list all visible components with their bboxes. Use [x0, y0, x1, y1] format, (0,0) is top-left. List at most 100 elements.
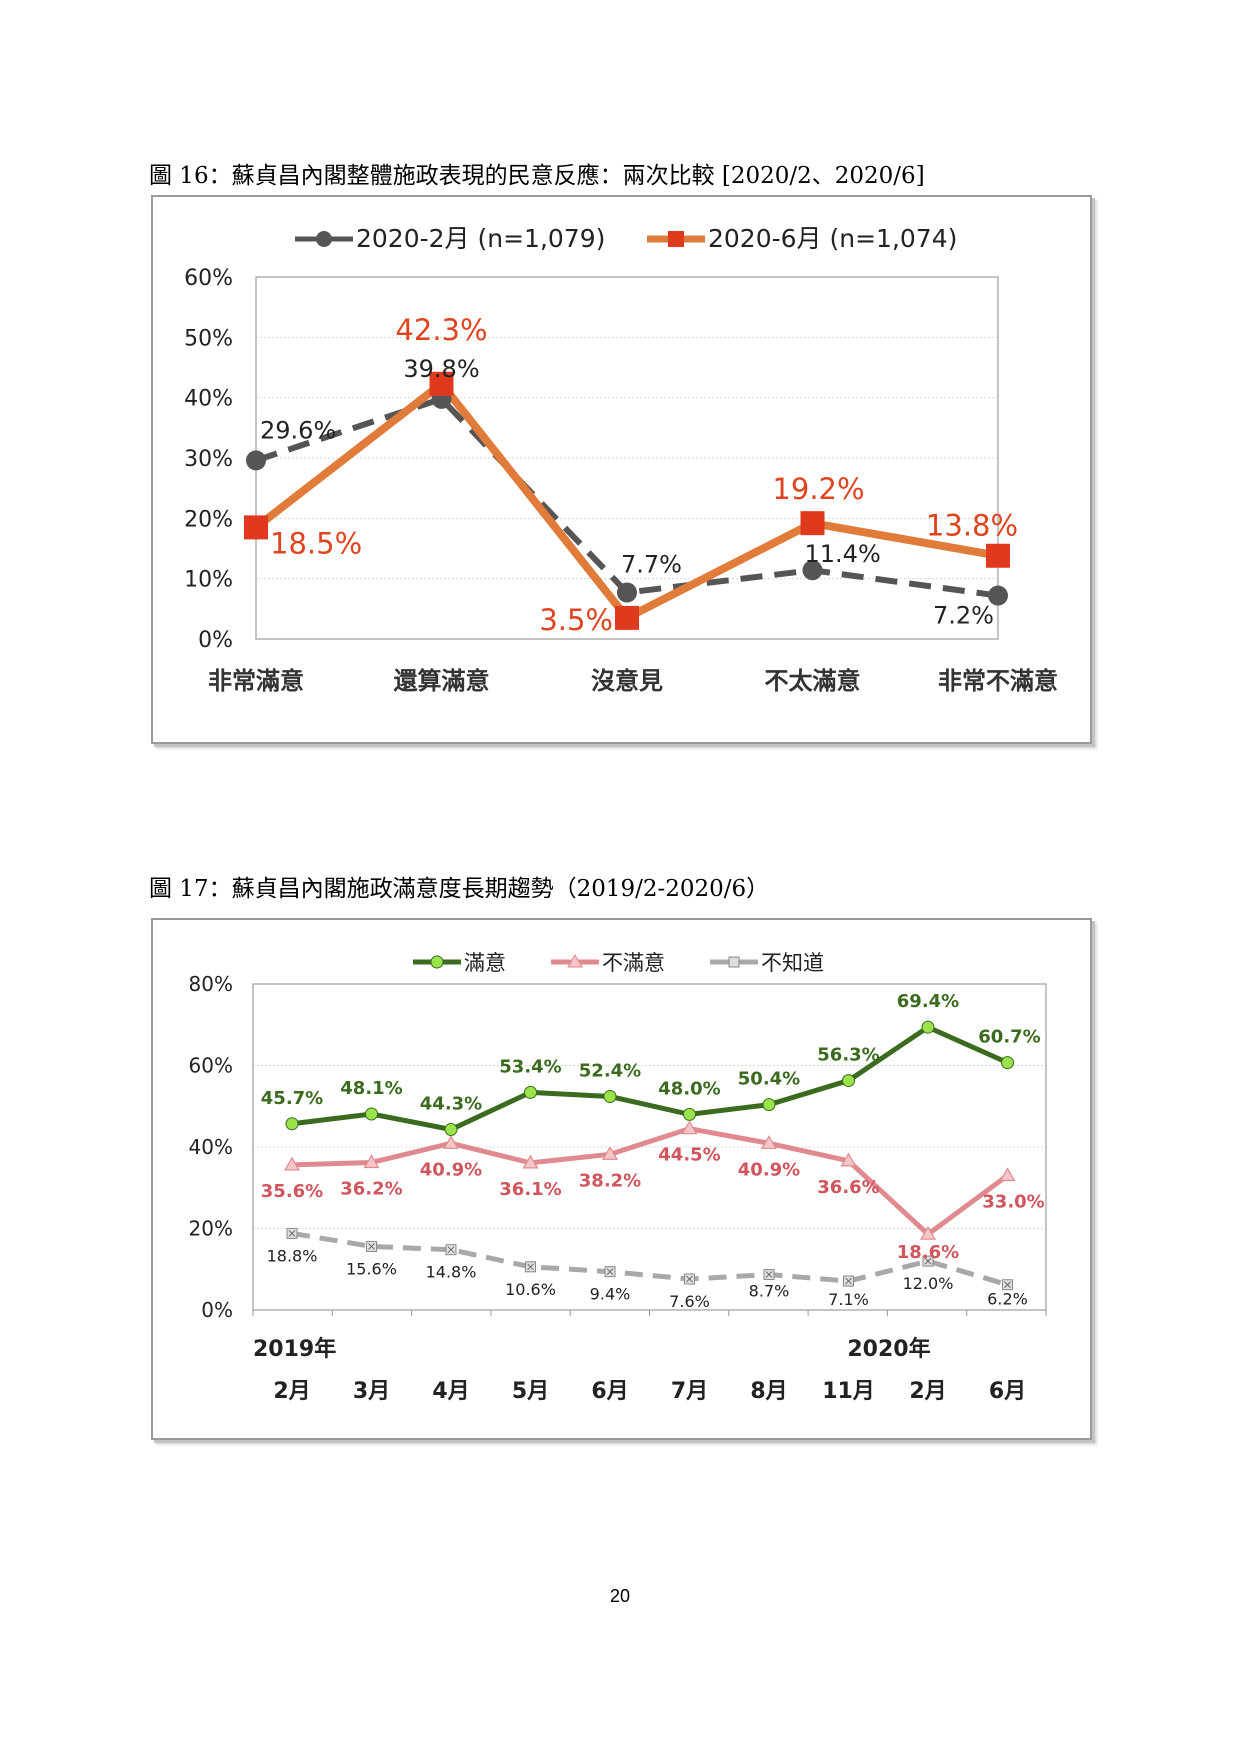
data-label-dontknow: 15.6% — [346, 1259, 397, 1278]
data-label-dissatisfied: 18.6% — [897, 1242, 959, 1263]
data-label-dissatisfied: 38.2% — [579, 1170, 641, 1191]
data-point-dontknow-x — [845, 1277, 852, 1285]
series-line-satisfied — [291, 1024, 1009, 1133]
data-label-dontknow: 7.1% — [828, 1290, 869, 1309]
data-point-dontknow-x — [447, 1246, 455, 1254]
chart-17-frame: 0% 20% 40% 60% 80% 2月 3月 4月 5月 6月 7月 8月 11月 2月 6月 2019年… — [151, 918, 1092, 1440]
x-category-label: 沒意見 — [591, 667, 663, 695]
legend-label-feb: 2020-2月 (n=1,079) — [356, 224, 605, 253]
x-category-label: 6月 — [989, 1379, 1026, 1404]
data-label-dissatisfied: 40.9% — [738, 1159, 800, 1180]
legend-marker-dissatisfied — [567, 954, 583, 968]
data-label-jun: 18.5% — [270, 526, 362, 560]
data-point-satisfied — [603, 1089, 617, 1103]
legend-marker-dontknow — [728, 956, 740, 968]
data-point-dontknow-x — [606, 1268, 614, 1276]
data-point-feb — [246, 450, 266, 471]
data-label-jun: 3.5% — [539, 603, 613, 637]
data-label-dissatisfied: 33.0% — [982, 1192, 1044, 1213]
data-point-dontknow-x — [288, 1230, 296, 1237]
x-category-label: 7月 — [671, 1379, 708, 1404]
data-point-satisfied — [842, 1074, 855, 1088]
data-label-dissatisfied: 36.1% — [499, 1179, 561, 1200]
legend-marker-satisfied — [430, 955, 444, 969]
data-point-dontknow-x — [368, 1243, 375, 1250]
data-label-satisfied: 52.4% — [579, 1060, 641, 1081]
data-label-feb: 11.4% — [805, 540, 881, 568]
data-point-feb — [617, 582, 637, 603]
legend-label-satisfied: 滿意 — [464, 951, 506, 975]
x-category-label: 非常滿意 — [208, 667, 304, 695]
data-point-feb — [802, 560, 823, 581]
chart-16-frame: 0% 10% 20% 30% 40% 50% 60% 非常滿意 還算滿意 沒意見 不太滿意 非常不滿意… — [151, 195, 1092, 744]
x-category-label: 4月 — [432, 1379, 469, 1404]
data-point-dontknow — [922, 1255, 934, 1267]
data-label-dissatisfied: 36.6% — [817, 1177, 879, 1198]
data-label-feb: 39.8% — [403, 355, 479, 383]
data-point-satisfied — [365, 1107, 378, 1121]
data-point-dissatisfied — [363, 1154, 380, 1169]
data-point-dissatisfied — [601, 1146, 619, 1160]
legend-label-jun: 2020-6月 (n=1,074) — [708, 224, 957, 253]
data-point-dontknow — [843, 1275, 854, 1287]
data-label-dissatisfied: 40.9% — [420, 1159, 482, 1180]
data-point-dontknow-x — [765, 1271, 773, 1278]
x-category-label: 8月 — [750, 1379, 787, 1404]
y-tick-label: 50% — [184, 326, 233, 351]
y-tick-label: 60% — [189, 1054, 233, 1078]
figure-17-caption: 圖 17：蘇貞昌內閣施政滿意度長期趨勢（2019/2-2020/6） — [149, 876, 770, 902]
data-point-dontknow-x — [924, 1257, 932, 1265]
x-category-label: 還算滿意 — [394, 667, 490, 695]
data-label-dontknow: 12.0% — [903, 1274, 954, 1293]
data-label-jun: 19.2% — [772, 472, 864, 506]
y-tick-label: 10% — [184, 568, 233, 593]
figure-16-caption: 圖 16：蘇貞昌內閣整體施政表現的民意反應：兩次比較 [2020/2、2020/… — [149, 163, 925, 189]
data-point-dissatisfied — [760, 1135, 778, 1149]
x-category-label: 6月 — [591, 1379, 628, 1404]
x-category-label: 2月 — [273, 1379, 310, 1404]
y-tick-label: 20% — [184, 507, 233, 532]
data-point-jun — [800, 511, 825, 536]
data-point-dontknow — [1002, 1279, 1013, 1291]
data-label-dontknow: 6.2% — [987, 1290, 1028, 1309]
data-point-feb — [988, 585, 1008, 606]
legend-label-dissatisfied: 不滿意 — [602, 951, 665, 975]
data-point-satisfied — [762, 1098, 776, 1112]
data-label-dissatisfied: 36.2% — [340, 1178, 402, 1199]
data-label-dontknow: 9.4% — [590, 1285, 631, 1304]
data-label-feb: 7.2% — [933, 602, 994, 630]
data-label-satisfied: 48.0% — [658, 1078, 720, 1099]
data-label-satisfied: 60.7% — [978, 1027, 1040, 1048]
x-category-label: 2月 — [909, 1379, 946, 1404]
y-tick-label: 40% — [184, 387, 233, 412]
y-tick-label: 40% — [189, 1135, 233, 1159]
data-point-dissatisfied — [919, 1226, 937, 1240]
data-point-jun — [429, 371, 454, 396]
year-label-2020: 2020年 — [847, 1336, 930, 1362]
y-tick-label: 30% — [184, 447, 233, 472]
y-tick-label: 60% — [184, 266, 233, 291]
data-point-dontknow-x — [686, 1275, 693, 1283]
chart-16-svg: 0% 10% 20% 30% 40% 50% 60% 非常滿意 還算滿意 沒意見 不太滿意 非常不滿意… — [184, 224, 1058, 695]
data-point-dontknow-x — [527, 1263, 534, 1271]
data-point-dontknow — [286, 1227, 298, 1239]
data-point-jun — [615, 605, 639, 630]
data-label-dissatisfied: 44.5% — [658, 1145, 720, 1166]
series-line-dontknow — [291, 1230, 1009, 1288]
data-label-dontknow: 8.7% — [749, 1282, 790, 1301]
data-label-jun: 42.3% — [395, 313, 487, 347]
chart-17-svg: 0% 20% 40% 60% 80% 2月 3月 4月 5月 6月 7月 8月 11月 2月 6月 2019年… — [189, 951, 1047, 1404]
data-point-dontknow — [525, 1261, 536, 1273]
data-point-dissatisfied — [283, 1156, 301, 1171]
data-point-jun — [986, 543, 1010, 568]
data-point-satisfied — [1001, 1056, 1014, 1070]
legend-marker-feb — [316, 231, 332, 247]
data-label-satisfied: 45.7% — [261, 1088, 323, 1109]
data-point-dontknow — [763, 1269, 775, 1281]
data-point-jun — [244, 515, 268, 540]
series-line-dissatisfied — [291, 1126, 1009, 1238]
data-label-satisfied: 69.4% — [897, 991, 959, 1012]
data-point-satisfied — [285, 1117, 299, 1131]
legend-marker-jun — [668, 231, 684, 247]
x-category-label: 11月 — [822, 1379, 875, 1404]
